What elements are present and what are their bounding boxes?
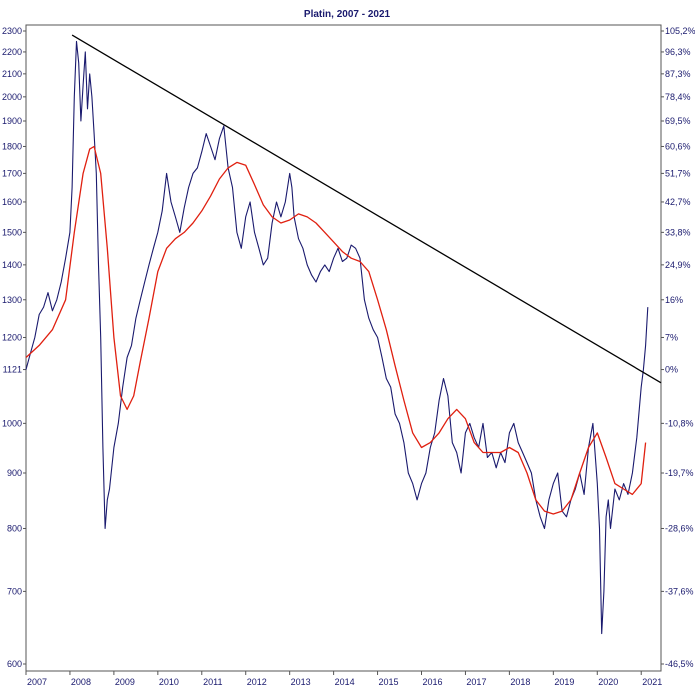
chart-title: Platin, 2007 - 2021: [304, 9, 391, 20]
x-tick-label: 2013: [291, 677, 311, 687]
y-left-tick-label: 800: [7, 523, 22, 533]
y-left-tick-label: 1900: [2, 116, 22, 126]
y-left-tick-label: 1300: [2, 295, 22, 305]
y-right-tick-label: 60,6%: [665, 141, 691, 151]
y-left-tick-label: 1500: [2, 227, 22, 237]
y-left-tick-label: 2000: [2, 92, 22, 102]
y-right-tick-label: -46,5%: [665, 659, 694, 669]
y-axis-left: 2300 2200 2100 2000 1900 1800 1700 1600 1500 1400…: [2, 26, 26, 669]
y-right-tick-label: 105,2%: [665, 26, 695, 36]
y-right-tick-label: 51,7%: [665, 168, 691, 178]
y-right-tick-label: -28,6%: [665, 523, 694, 533]
y-left-tick-label: 600: [7, 659, 22, 669]
y-right-tick-label: 96,3%: [665, 47, 691, 57]
y-right-tick-label: 87,3%: [665, 69, 691, 79]
x-tick-label: 2008: [71, 677, 91, 687]
series-layer: [25, 34, 662, 635]
y-left-tick-label: 1121: [3, 365, 22, 375]
x-tick-label: 2021: [642, 677, 662, 687]
x-tick-label: 2017: [466, 677, 486, 687]
y-right-tick-label: 78,4%: [665, 92, 691, 102]
x-tick-label: 2009: [115, 677, 135, 687]
trendline-series-line: [71, 34, 662, 384]
x-tick-label: 2014: [335, 677, 355, 687]
y-left-tick-label: 2300: [2, 26, 22, 36]
x-axis: 2007 2008 2009 2010 2011 2012 2013 2014 2015 2016…: [25, 671, 662, 687]
y-left-tick-label: 2200: [2, 47, 22, 57]
y-left-tick-label: 2100: [2, 69, 22, 79]
y-right-tick-label: 0%: [665, 365, 678, 375]
y-right-tick-label: 33,8%: [665, 227, 691, 237]
y-right-tick-label: 69,5%: [665, 116, 691, 126]
y-right-tick-label: -10,8%: [665, 418, 694, 428]
y-right-tick-label: -19,7%: [665, 468, 694, 478]
y-right-tick-label: -37,6%: [665, 586, 694, 596]
y-left-tick-label: 1200: [2, 332, 22, 342]
plot-frame: [25, 24, 662, 672]
x-tick-label: 2007: [27, 677, 47, 687]
price-series-line: [25, 40, 649, 635]
y-right-tick-label: 7%: [665, 332, 678, 342]
y-right-tick-label: 24,9%: [665, 260, 691, 270]
y-left-tick-label: 1400: [2, 260, 22, 270]
y-left-tick-label: 700: [7, 586, 22, 596]
x-tick-label: 2019: [554, 677, 574, 687]
y-right-tick-label: 16%: [665, 295, 683, 305]
x-tick-label: 2010: [159, 677, 179, 687]
y-left-tick-label: 1700: [2, 168, 22, 178]
y-left-tick-label: 1000: [2, 418, 22, 428]
y-axis-right: 105,2% 96,3% 87,3% 78,4% 69,5% 60,6% 51,7% 42,7…: [661, 26, 695, 669]
moving-average-series-line: [25, 145, 647, 515]
y-left-tick-label: 1600: [2, 197, 22, 207]
y-left-tick-label: 1800: [2, 141, 22, 151]
x-tick-label: 2016: [422, 677, 442, 687]
y-right-tick-label: 42,7%: [665, 197, 691, 207]
x-tick-label: 2018: [510, 677, 530, 687]
x-tick-label: 2020: [598, 677, 618, 687]
x-tick-label: 2011: [203, 677, 222, 687]
y-left-tick-label: 900: [7, 468, 22, 478]
x-tick-label: 2012: [247, 677, 267, 687]
x-tick-label: 2015: [379, 677, 399, 687]
